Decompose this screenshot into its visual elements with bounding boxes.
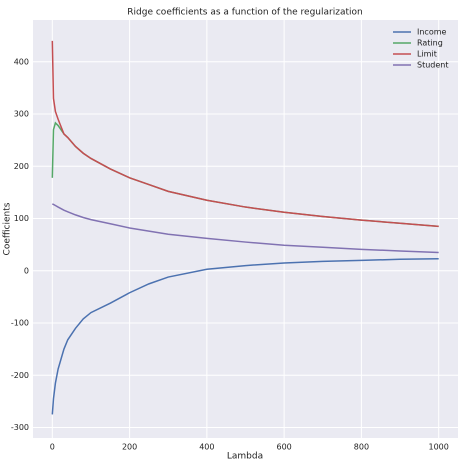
y-tick-label: -100 <box>11 319 29 328</box>
y-tick-label: 100 <box>14 214 29 223</box>
x-tick-label: 200 <box>122 443 137 452</box>
series-line <box>52 203 439 254</box>
x-tick-label: 1000 <box>429 443 449 452</box>
y-tick-label: -200 <box>11 371 29 380</box>
x-axis-label: Lambda <box>227 452 263 462</box>
legend-label: Limit <box>417 50 437 59</box>
x-tick-label: 0 <box>50 443 55 452</box>
y-tick-label: 200 <box>14 162 29 171</box>
x-tick-label: 800 <box>354 443 369 452</box>
series-line <box>51 40 439 228</box>
y-tick-label: -300 <box>11 423 29 432</box>
x-tick-label: 400 <box>199 443 214 452</box>
legend-label: Income <box>417 28 447 37</box>
y-tick-label: 300 <box>14 110 29 119</box>
legend-label: Rating <box>417 39 443 48</box>
plot-area <box>33 20 458 438</box>
y-tick-label: 400 <box>14 57 29 66</box>
series-line <box>51 258 439 415</box>
x-tick-label: 600 <box>276 443 291 452</box>
y-tick-label: 0 <box>24 266 29 275</box>
chart-title: Ridge coefficients as a function of the … <box>127 8 362 18</box>
y-axis-label: Coefficients <box>3 202 13 255</box>
legend-label: Student <box>417 61 449 70</box>
